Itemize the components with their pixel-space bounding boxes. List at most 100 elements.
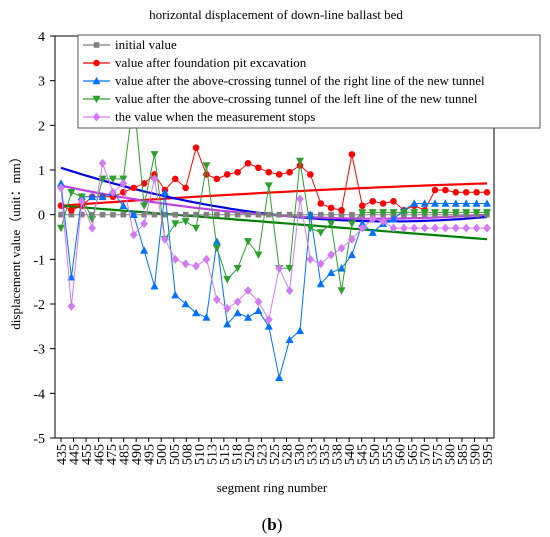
legend-item: value after the above-crossing tunnel of… <box>83 73 485 88</box>
data-point <box>275 373 284 382</box>
data-point <box>192 261 200 271</box>
x-tick-label: 485 <box>118 444 133 465</box>
data-point <box>266 211 272 218</box>
x-tick-label: 530 <box>293 444 308 465</box>
data-point <box>150 282 159 290</box>
data-point <box>410 209 419 217</box>
data-point <box>92 112 101 122</box>
x-axis-label: segment ring number <box>217 480 328 495</box>
series-layer <box>56 95 492 382</box>
data-point <box>255 164 262 172</box>
data-point <box>452 189 460 196</box>
data-point <box>110 211 116 218</box>
data-point <box>150 151 159 159</box>
data-point <box>472 199 481 207</box>
y-tick-label: 2 <box>38 119 45 134</box>
data-point <box>264 315 273 325</box>
x-tick-label: 555 <box>381 444 396 465</box>
x-tick-label: 520 <box>243 444 258 465</box>
data-point <box>233 264 242 273</box>
data-point <box>306 224 315 233</box>
data-point <box>472 223 481 233</box>
data-point <box>472 209 481 217</box>
y-tick-label: 3 <box>38 75 45 90</box>
data-point <box>77 196 86 206</box>
data-point <box>358 209 367 217</box>
data-point <box>264 322 273 330</box>
data-point <box>316 229 325 237</box>
x-tick-label: 595 <box>481 444 496 465</box>
data-point <box>181 299 190 308</box>
data-point <box>171 254 180 264</box>
y-tick-label: -1 <box>33 253 45 268</box>
x-tick-label: 513 <box>205 444 220 465</box>
x-tick-label: 570 <box>418 444 433 465</box>
trend-line <box>60 204 488 241</box>
data-point <box>379 216 387 226</box>
x-tick-label: 535 <box>318 444 333 465</box>
data-point <box>140 202 149 210</box>
x-tick-label: 523 <box>255 444 270 465</box>
data-point <box>390 197 397 205</box>
data-point <box>275 263 284 273</box>
legend-item: value after foundation pit excavation <box>83 55 307 70</box>
data-point <box>316 259 325 269</box>
x-tick-label: 550 <box>368 444 383 465</box>
data-point <box>181 218 190 226</box>
data-point <box>379 200 387 207</box>
legend-box <box>77 34 541 129</box>
x-tick-label: 528 <box>281 444 296 465</box>
data-point <box>264 182 273 190</box>
x-tick-label: 435 <box>55 444 70 465</box>
data-point <box>431 209 440 217</box>
y-tick-label: -2 <box>33 298 45 313</box>
data-point <box>462 199 471 207</box>
data-point <box>473 189 480 196</box>
data-point <box>223 171 231 178</box>
x-tick-label: 575 <box>431 444 446 465</box>
data-point <box>462 189 470 196</box>
data-point <box>140 180 148 187</box>
legend-item: the value when the measurement stops <box>83 109 315 124</box>
data-point <box>160 188 169 196</box>
legend-label: value after the above-crossing tunnel of… <box>115 73 485 88</box>
data-point <box>212 244 221 253</box>
data-point <box>244 160 252 167</box>
data-point <box>203 211 210 218</box>
x-tick-label: 545 <box>356 444 371 465</box>
data-point <box>223 276 232 284</box>
data-point <box>347 220 356 228</box>
data-point <box>347 250 356 259</box>
data-point <box>483 223 491 233</box>
data-point <box>212 237 221 245</box>
data-point <box>150 174 159 184</box>
data-point <box>399 209 408 217</box>
data-point <box>244 313 253 321</box>
data-point <box>254 306 263 315</box>
data-point <box>327 220 336 228</box>
x-tick-label: 465 <box>93 444 108 465</box>
legend: initial value value after foundation pit … <box>77 34 541 129</box>
data-point <box>202 254 211 264</box>
data-point <box>462 223 471 233</box>
data-point <box>441 199 450 207</box>
data-point <box>245 211 251 218</box>
data-point <box>389 215 398 223</box>
data-point <box>442 186 449 194</box>
x-tick-label: 540 <box>343 444 358 465</box>
data-point <box>328 211 334 218</box>
x-tick-label: 495 <box>143 444 158 465</box>
legend-item: initial value <box>83 37 177 52</box>
data-point <box>233 308 242 317</box>
data-point <box>98 192 107 201</box>
data-point <box>88 223 97 233</box>
data-point <box>224 211 231 218</box>
data-point <box>202 162 211 170</box>
chart-title: horizontal displacement of down-line bal… <box>149 7 403 22</box>
data-point <box>349 211 355 218</box>
data-point <box>286 211 293 218</box>
data-point <box>233 297 242 307</box>
data-point <box>181 259 190 269</box>
data-point <box>254 297 263 307</box>
data-point <box>129 210 138 218</box>
